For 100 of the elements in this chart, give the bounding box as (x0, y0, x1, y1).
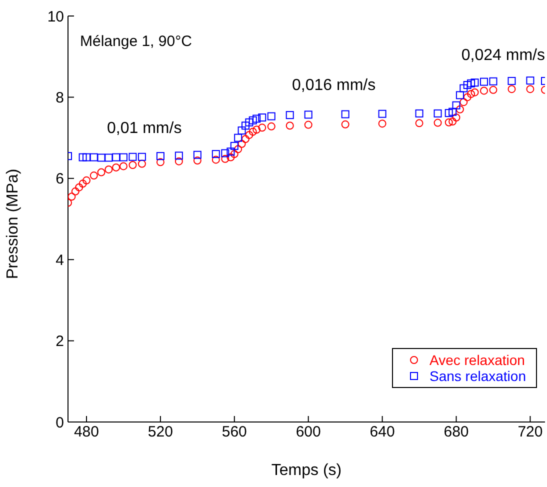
point (470, 88, 479, 96)
point (226, 148, 235, 156)
point (71, 187, 80, 196)
y-tick-label: 10 (47, 8, 64, 26)
point (378, 110, 386, 118)
point (234, 134, 242, 142)
point (97, 168, 106, 176)
point (174, 157, 183, 166)
point (241, 135, 250, 144)
legend-label: Avec relaxation (429, 352, 525, 368)
point (112, 163, 120, 172)
point (252, 114, 261, 123)
point (456, 105, 464, 114)
annotation: 0,016 mm/s (292, 77, 376, 95)
point (104, 165, 113, 174)
x-tick-label: 680 (444, 424, 469, 441)
point (97, 154, 106, 162)
point (341, 110, 350, 118)
point (156, 158, 164, 166)
point (286, 111, 294, 120)
point (156, 152, 164, 160)
point (444, 109, 453, 118)
point (82, 153, 90, 162)
point (119, 162, 128, 170)
point (341, 120, 350, 128)
point (526, 76, 534, 85)
point (212, 150, 220, 158)
point (245, 118, 254, 126)
point (138, 152, 146, 161)
point (304, 110, 312, 119)
point (245, 130, 254, 139)
point (508, 85, 516, 94)
annotation: 0,024 mm/s (461, 47, 545, 65)
point (234, 145, 242, 154)
point (226, 153, 235, 162)
x-tick-label: 520 (148, 424, 173, 441)
point (434, 109, 442, 118)
point (480, 78, 488, 86)
point (480, 86, 488, 95)
point (230, 142, 238, 150)
point (258, 114, 266, 122)
point (90, 153, 98, 162)
point (448, 118, 457, 126)
x-tick-label: 640 (370, 424, 395, 441)
point (304, 120, 312, 129)
y-tick-label: 4 (56, 252, 64, 269)
point (221, 154, 230, 163)
point (456, 91, 464, 100)
point (463, 81, 472, 90)
point (174, 152, 183, 160)
point (448, 108, 457, 116)
point (463, 93, 472, 102)
y-tick-label: 2 (56, 333, 64, 350)
point (230, 150, 238, 158)
point (286, 122, 294, 130)
point (489, 77, 498, 86)
point (128, 152, 137, 161)
point (68, 192, 76, 201)
point (238, 140, 246, 148)
point (415, 119, 424, 128)
point (378, 120, 386, 128)
x-tick-label: 560 (222, 424, 247, 441)
point (267, 112, 276, 120)
point (238, 126, 246, 134)
point (221, 149, 230, 158)
point (138, 160, 146, 168)
x-axis-title: Temps (s) (271, 462, 342, 479)
point (452, 114, 460, 122)
point (248, 116, 257, 124)
x-tick-label: 480 (74, 424, 100, 441)
point (104, 154, 113, 162)
point (119, 153, 128, 162)
x-tick-label: 600 (296, 424, 321, 441)
point (452, 101, 460, 110)
point (526, 85, 534, 94)
point (241, 122, 250, 130)
point (508, 76, 516, 85)
point (460, 84, 468, 92)
point (90, 172, 98, 180)
point (467, 79, 476, 88)
point (193, 156, 202, 165)
point (78, 153, 87, 162)
point (470, 78, 479, 87)
x-tick-label: 720 (518, 424, 543, 441)
point (252, 126, 261, 134)
point (82, 176, 90, 184)
point (248, 128, 257, 136)
point (489, 86, 498, 94)
point (193, 150, 202, 159)
point (267, 122, 276, 130)
point (212, 156, 220, 164)
point (460, 98, 468, 106)
point (444, 118, 453, 126)
legend-label: Sans relaxation (429, 368, 526, 384)
annotation: 0,01 mm/s (107, 120, 182, 138)
point (128, 161, 137, 169)
point (78, 180, 87, 188)
y-axis-title: Pression (MPa) (4, 168, 22, 279)
point (75, 183, 84, 192)
point (467, 90, 476, 98)
